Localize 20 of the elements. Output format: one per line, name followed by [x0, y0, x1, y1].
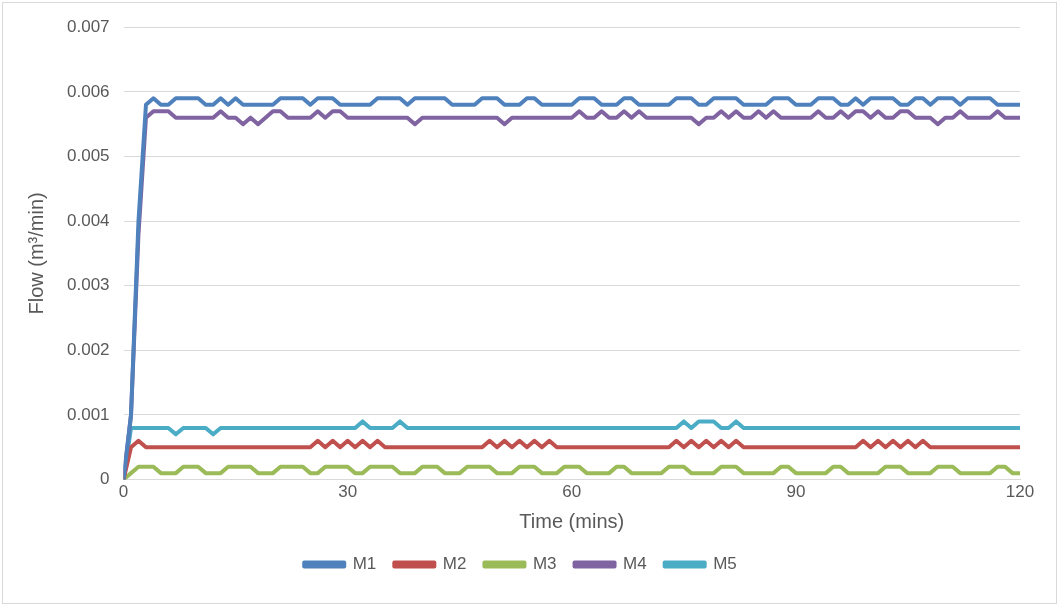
x-axis-title: Time (mins) — [519, 509, 625, 532]
x-tick-label: 120 — [1005, 482, 1035, 502]
y-tick-label: 0.004 — [66, 210, 110, 230]
y-tick-label: 0.002 — [66, 340, 110, 360]
legend-label: M5 — [713, 554, 737, 574]
y-tick-label: 0.007 — [66, 16, 110, 36]
y-tick-label: 0.001 — [66, 404, 110, 424]
legend-label: M2 — [442, 554, 467, 574]
y-tick-label: 0.006 — [66, 81, 110, 101]
legend-label: M1 — [352, 554, 377, 574]
y-axis-title: Flow (m³/min) — [24, 192, 47, 315]
x-tick-label: 60 — [562, 482, 582, 502]
x-tick-label: 0 — [118, 482, 129, 502]
legend-label: M3 — [532, 554, 557, 574]
legend-label: M4 — [623, 554, 647, 574]
x-tick-label: 30 — [338, 482, 358, 502]
y-tick-label: 0.003 — [66, 275, 110, 295]
y-tick-label: 0.005 — [66, 146, 110, 166]
y-tick-label: 0 — [100, 469, 110, 489]
x-tick-label: 90 — [786, 482, 806, 502]
